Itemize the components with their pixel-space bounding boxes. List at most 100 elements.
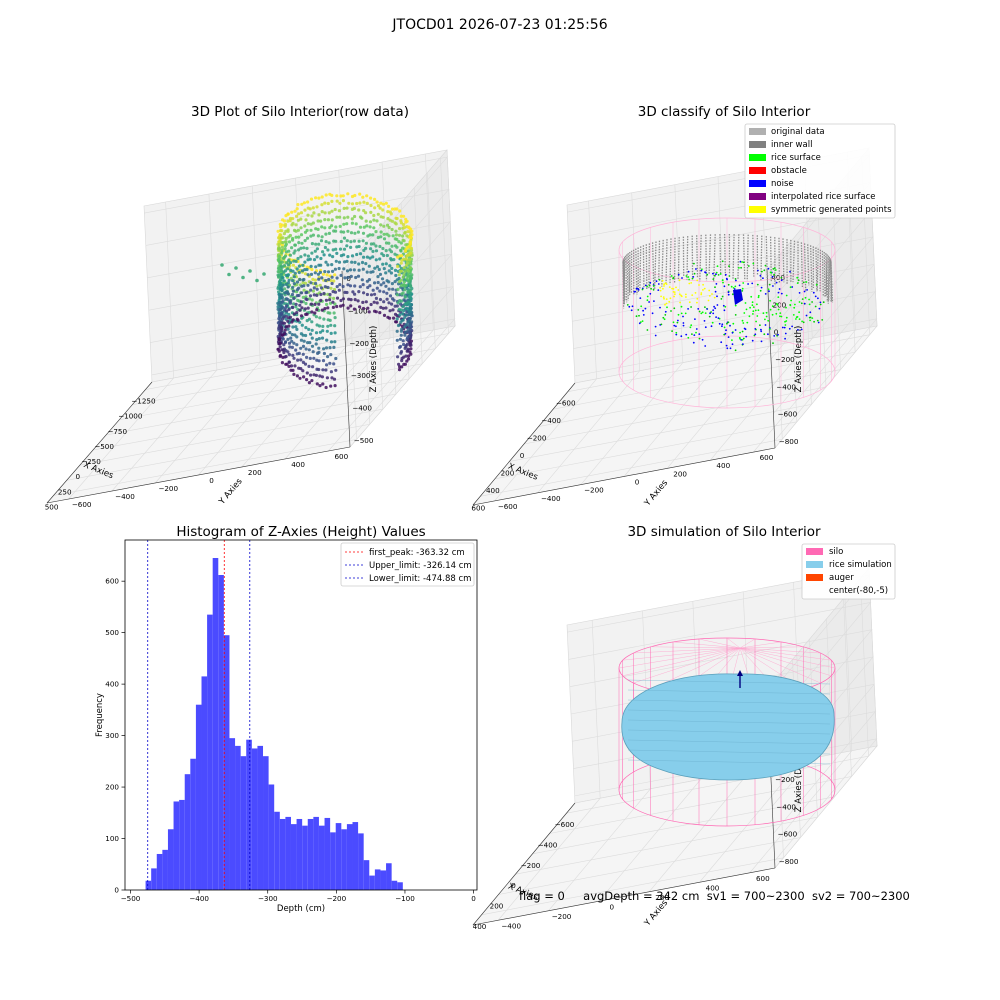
legend-label-first-peak: first_peak: -363.32 cm — [369, 548, 465, 558]
histogram-bar — [251, 748, 258, 890]
panel2-point — [714, 274, 716, 277]
histogram-bar — [263, 756, 269, 890]
panel1-y-tick-label: −200 — [158, 484, 178, 493]
panel1-point — [282, 279, 286, 283]
histogram-y-tick-label: 500 — [105, 628, 119, 637]
panel1-point — [286, 212, 290, 216]
panel1-point — [381, 246, 385, 251]
panel2-grid-y — [537, 192, 641, 493]
panel1-point — [323, 226, 327, 230]
panel1-point — [312, 258, 317, 262]
panel2-point — [777, 291, 780, 294]
panel1-point — [277, 317, 281, 321]
panel1-point — [332, 311, 336, 315]
panel2-point — [738, 267, 740, 269]
panel1-point — [384, 241, 389, 245]
panel1-point — [315, 367, 319, 371]
panel2-point — [663, 283, 665, 286]
panel2-x-tick-label: 0 — [520, 451, 525, 460]
panel1-point — [399, 221, 403, 225]
panel1-point — [333, 267, 337, 271]
panel2-point — [665, 298, 668, 300]
panel1-point — [291, 221, 295, 225]
histogram-bar — [313, 816, 319, 890]
panel1-point — [296, 218, 300, 222]
panel4-rice-mesh-line — [627, 759, 831, 765]
panel1-point — [285, 304, 289, 308]
panel2-x-tick-label: −400 — [541, 416, 561, 425]
histogram-bar — [268, 784, 275, 890]
panel1-point — [324, 278, 328, 283]
panel1-point — [288, 233, 292, 238]
panel2-inner-wall-streak — [769, 236, 772, 282]
panel1-point — [402, 362, 406, 366]
panel1-point — [387, 241, 391, 245]
panel2-point — [744, 302, 747, 304]
panel2-point — [785, 320, 788, 322]
panel2-point — [738, 284, 741, 287]
panel2-inner-wall-streak — [807, 244, 810, 286]
panel1-point — [298, 303, 302, 307]
panel1-point — [399, 241, 403, 245]
panel1-point — [343, 276, 347, 280]
panel1-point — [284, 242, 288, 246]
panel1-point — [291, 325, 295, 329]
panel1-point — [330, 224, 334, 228]
panel2-point — [714, 307, 717, 310]
panel1-point — [284, 314, 288, 318]
panel2-x-axis-line — [472, 382, 576, 506]
panel2-point — [798, 301, 801, 303]
panel2-point — [685, 296, 687, 298]
panel2-grid-z — [573, 291, 877, 414]
panel2-point — [775, 281, 778, 284]
panel1-point — [396, 301, 400, 305]
panel1-point — [301, 295, 305, 299]
panel1-point — [307, 348, 311, 352]
panel1-point — [326, 306, 330, 310]
panel2-point — [717, 317, 720, 319]
panel1-point — [377, 267, 381, 272]
panel1-point — [408, 240, 412, 244]
panel2-point — [756, 303, 758, 306]
panel2-point — [752, 313, 754, 315]
panel1-point — [376, 280, 380, 285]
panel1-point — [350, 221, 354, 225]
panel2-point — [742, 337, 745, 340]
panel2-point — [668, 300, 671, 303]
panel1-point — [381, 202, 386, 206]
panel2-point — [747, 283, 749, 285]
panel2-point — [642, 309, 644, 312]
panel1-point — [302, 246, 306, 250]
panel1-point — [281, 355, 285, 359]
status-sv1: sv1 = 700~2300 — [706, 889, 805, 903]
panel2-point — [714, 286, 716, 289]
panel1-point — [405, 337, 409, 342]
panel2-point — [727, 336, 730, 338]
panel1-point — [346, 255, 350, 259]
panel2-point — [639, 297, 642, 299]
panel4-rice-mesh-line — [627, 719, 831, 725]
panel2-point — [731, 331, 734, 334]
panel1-point — [387, 269, 391, 273]
panel1-point — [293, 243, 297, 247]
panel1-point — [368, 256, 372, 260]
panel1-outlier-point — [234, 266, 238, 270]
panel2-point — [784, 337, 786, 340]
panel1-point — [358, 192, 362, 196]
panel1-outlier-point — [248, 269, 252, 273]
panel2-point — [746, 321, 749, 324]
panel1-point — [329, 353, 333, 357]
panel1-point — [286, 298, 290, 302]
panel1-point — [398, 345, 402, 349]
panel1-point — [329, 384, 333, 388]
panel1-point — [345, 259, 349, 263]
panel2-point — [760, 340, 763, 343]
panel2-point — [637, 289, 640, 291]
panel2-y-tick-label: −400 — [541, 494, 561, 503]
panel1-point — [287, 341, 292, 345]
panel2-point — [783, 326, 786, 329]
panel1-point — [317, 196, 321, 200]
panel1-point — [385, 223, 390, 227]
panel1-point — [311, 221, 315, 225]
panel2-inner-wall-streak — [826, 255, 829, 302]
